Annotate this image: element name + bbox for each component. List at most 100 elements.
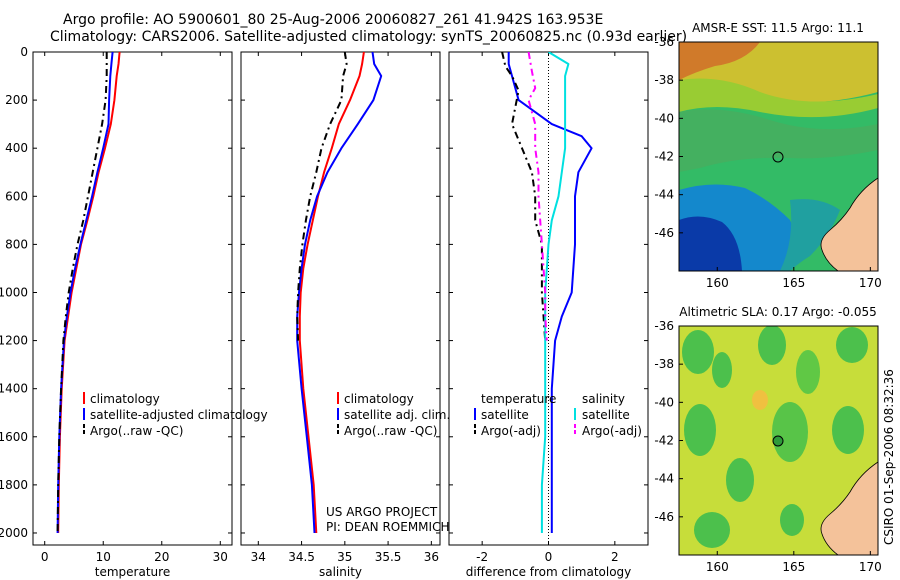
map-x-tick-label: 170 [859, 560, 882, 574]
map-y-tick-label: -40 [654, 395, 674, 409]
legend-label-climatology: climatology [90, 392, 160, 406]
pi-label: PI: DEAN ROEMMICH [326, 520, 449, 534]
x-tick-label: 0 [545, 550, 553, 564]
x-tick-label: -2 [476, 550, 488, 564]
map-y-tick-label: -36 [654, 35, 674, 49]
sla-blob [772, 402, 808, 462]
legend-title-temperature: temperature [481, 392, 556, 406]
map-y-tick-label: -44 [654, 472, 674, 486]
y-tick-label: 0 [20, 45, 28, 59]
map-y-tick-label: -46 [654, 226, 674, 240]
map-y-tick-label: -40 [654, 111, 674, 125]
map-x-tick-label: 170 [859, 276, 882, 290]
map-y-tick-label: -38 [654, 357, 674, 371]
legend-label-argo: Argo(..raw -QC) [90, 424, 183, 438]
salinity-panel: 34 34.5 35 35.5 36 salinity [240, 51, 441, 579]
x-tick-label: 20 [154, 550, 169, 564]
plot-frame [240, 51, 441, 546]
y-tick-label: 400 [5, 141, 28, 155]
x-tick-label: 30 [213, 550, 228, 564]
sst-warmest-corner [679, 42, 760, 80]
x-tick-label: 2 [611, 550, 619, 564]
sla-land [820, 461, 878, 555]
y-tick-label: 200 [5, 93, 28, 107]
x-tick-label: 10 [96, 550, 111, 564]
series-line-temperature-argo-adj [501, 52, 547, 341]
figure-title-line1: Argo profile: AO 5900601_80 25-Aug-2006 … [63, 12, 604, 28]
figure-title-line2: Climatology: CARS2006. Satellite-adjuste… [50, 29, 688, 45]
y-tick-label: 800 [5, 237, 28, 251]
sla-blob [832, 406, 864, 454]
legend-label-temp-satellite: satellite [481, 408, 529, 422]
difference-legend: temperature satellite Argo(-adj) salinit… [474, 392, 642, 438]
map-y-tick-label: -36 [654, 319, 674, 333]
series-line-satellite-adj-clim [296, 52, 383, 534]
sla-blob [684, 404, 716, 456]
map-y-tick-label: -42 [654, 434, 674, 448]
sla-map-title: Altimetric SLA: 0.17 Argo: -0.055 [679, 305, 876, 319]
map-x-tick-label: 160 [706, 560, 729, 574]
legend-label-sal-satellite: satellite [582, 408, 630, 422]
x-axis-label: difference from climatology [466, 565, 632, 579]
x-tick-label: 35.5 [375, 550, 402, 564]
y-tick-label: 1400 [0, 382, 28, 396]
sst-mid-green [679, 109, 878, 172]
map-y-tick-label: -38 [654, 73, 674, 87]
sla-blob [758, 326, 786, 365]
legend-label-climatology: climatology [344, 392, 414, 406]
map-x-tick-label: 160 [706, 276, 729, 290]
salinity-legend: climatology satellite adj. clim. Argo(..… [337, 392, 450, 438]
x-tick-label: 34.5 [288, 550, 315, 564]
x-tick-label: 36 [424, 550, 439, 564]
sla-blob [796, 350, 820, 394]
sst-land [820, 177, 878, 271]
legend-label-sal-argo: Argo(-adj) [582, 424, 642, 438]
project-label: US ARGO PROJECT [326, 505, 438, 519]
series-line-salinity-satellite [540, 52, 570, 533]
sla-blob [682, 330, 714, 374]
series-line-satellite-adjusted-climatology [56, 52, 114, 534]
sst-map: AMSR-E SST: 11.5 Argo: 11.1 -36 -38 -40 -42… [654, 21, 881, 290]
temperature-legend: climatology satellite-adjusted climatolo… [83, 392, 268, 438]
y-tick-label: 1000 [0, 285, 28, 299]
sla-map: Altimetric SLA: 0.17 Argo: -0.055 -36 -38… [654, 305, 881, 574]
x-tick-label: 35 [337, 550, 352, 564]
series-line-argo-raw-qc [56, 52, 108, 534]
sla-blob [836, 327, 868, 363]
map-x-tick-label: 165 [782, 560, 805, 574]
series-line-argo-raw-qc [296, 52, 348, 341]
map-y-tick-label: -46 [654, 510, 674, 524]
x-axis-label: temperature [95, 565, 170, 579]
x-tick-label: 34 [251, 550, 266, 564]
sla-argo-marker [772, 435, 784, 447]
y-tick-label: 1200 [0, 334, 28, 348]
y-tick-label: 1800 [0, 478, 28, 492]
legend-label-argo: Argo(..raw -QC) [344, 424, 437, 438]
map-y-tick-label: -44 [654, 188, 674, 202]
map-y-tick-label: -42 [654, 150, 674, 164]
sla-blob [694, 512, 730, 548]
legend-label-satellite-adjusted: satellite-adjusted climatology [90, 408, 268, 422]
sst-argo-marker [772, 151, 784, 163]
sla-blob [726, 458, 754, 502]
legend-label-satellite-adj: satellite adj. clim. [344, 408, 450, 422]
sst-map-title: AMSR-E SST: 11.5 Argo: 11.1 [692, 21, 864, 35]
legend-title-salinity: salinity [582, 392, 625, 406]
sla-warm-spot [752, 390, 768, 410]
plot-frame [32, 51, 233, 546]
sla-blob [780, 504, 804, 536]
sst-teal-south [780, 199, 840, 271]
x-axis-label: salinity [319, 565, 362, 579]
temperature-panel: 0 200 400 600 800 1000 1200 1400 1600 1800 2000 0 10… [0, 45, 233, 579]
sst-yellow-band [679, 78, 878, 118]
series-line-climatology [298, 52, 365, 534]
sla-blob [712, 352, 732, 388]
legend-label-temp-argo: Argo(-adj) [481, 424, 541, 438]
side-caption: CSIRO 01-Sep-2006 08:32:36 [882, 369, 896, 545]
series-line-temperature-satellite [507, 52, 593, 533]
x-tick-label: 0 [41, 550, 49, 564]
y-tick-label: 600 [5, 189, 28, 203]
y-tick-label: 2000 [0, 526, 28, 540]
